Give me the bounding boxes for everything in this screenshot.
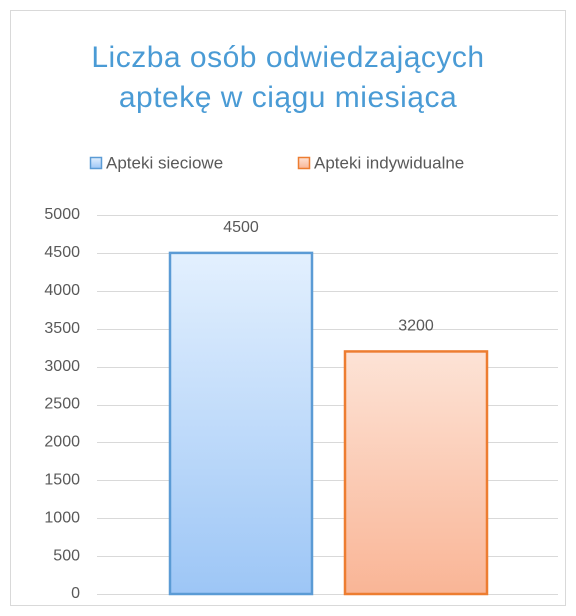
legend-label: Apteki indywidualne <box>314 153 464 172</box>
chart-title: Liczba osób odwiedzających aptekę w ciąg… <box>91 41 485 114</box>
y-tick-label: 3500 <box>44 320 80 337</box>
y-tick-label: 5000 <box>44 206 80 223</box>
legend-marker <box>89 156 103 170</box>
y-tick-label: 4500 <box>44 244 80 261</box>
y-tick-label: 2500 <box>44 396 80 413</box>
y-tick-label: 1500 <box>44 472 80 489</box>
y-tick-label: 3000 <box>44 358 80 375</box>
y-tick-label: 4000 <box>44 282 80 299</box>
bar <box>343 350 489 596</box>
data-label: 4500 <box>223 219 259 236</box>
legend-marker <box>297 156 311 170</box>
y-tick-label: 2000 <box>44 434 80 451</box>
y-tick-label: 0 <box>71 585 80 602</box>
y-tick-label: 1000 <box>44 509 80 526</box>
legend-label: Apteki sieciowe <box>106 153 223 172</box>
y-tick-label: 500 <box>53 547 80 564</box>
bar <box>168 251 314 596</box>
data-label: 3200 <box>398 318 434 335</box>
